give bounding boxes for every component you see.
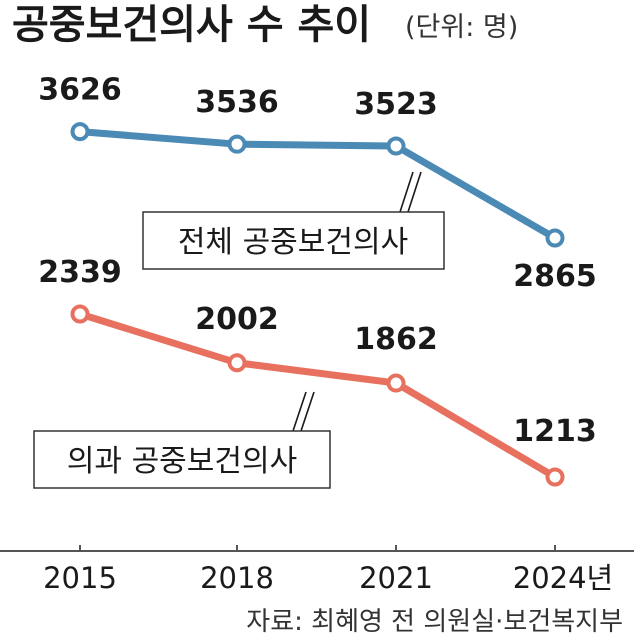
data-label: 2002 [195,302,279,337]
legend-medical-label: 의과 공중보건의사 [67,444,297,479]
data-point [386,373,406,393]
x-tick-label: 2024년 [513,561,613,595]
data-label: 2339 [38,255,122,290]
data-point [545,228,565,248]
legend-total-leader [407,171,422,213]
legend-medical-box [33,430,331,489]
legend-medical: 의과 공중보건의사 [33,391,331,489]
data-point [227,353,247,373]
chart-title: 공중보건의사 수 추이 [12,2,371,48]
unit-note: (단위: 명) [405,12,518,43]
data-point [70,304,90,324]
data-label: 1213 [513,414,597,449]
x-tick-label: 2018 [200,561,274,595]
data-label: 3626 [38,73,122,108]
series-line-medical [76,310,559,481]
x-tick-label: 2015 [43,561,117,595]
data-label: 1862 [354,322,438,357]
x-tick-label: 2021 [359,561,433,595]
legend-total-leader [399,171,414,213]
data-point [227,134,247,154]
series-layer: 3626 3536 3523 2865 2339 2002 1862 1213 [38,73,597,487]
legend-medical-leader [300,391,315,432]
source-note: 자료: 최혜영 전 의원실·보건복지부 [246,607,623,637]
data-label: 3536 [195,85,279,120]
x-axis-ticks: 2015 2018 2021 2024년 [43,545,613,595]
data-label: 2865 [513,259,597,294]
legend-total: 전체 공중보건의사 [142,171,445,270]
legend-medical-leader [292,391,307,432]
legend-total-label: 전체 공중보건의사 [178,225,408,260]
legend-total-box [142,211,445,270]
data-label: 3523 [354,87,438,122]
data-point [386,136,406,156]
data-point [545,467,565,487]
data-point [70,122,90,142]
series-line-total [76,128,559,242]
